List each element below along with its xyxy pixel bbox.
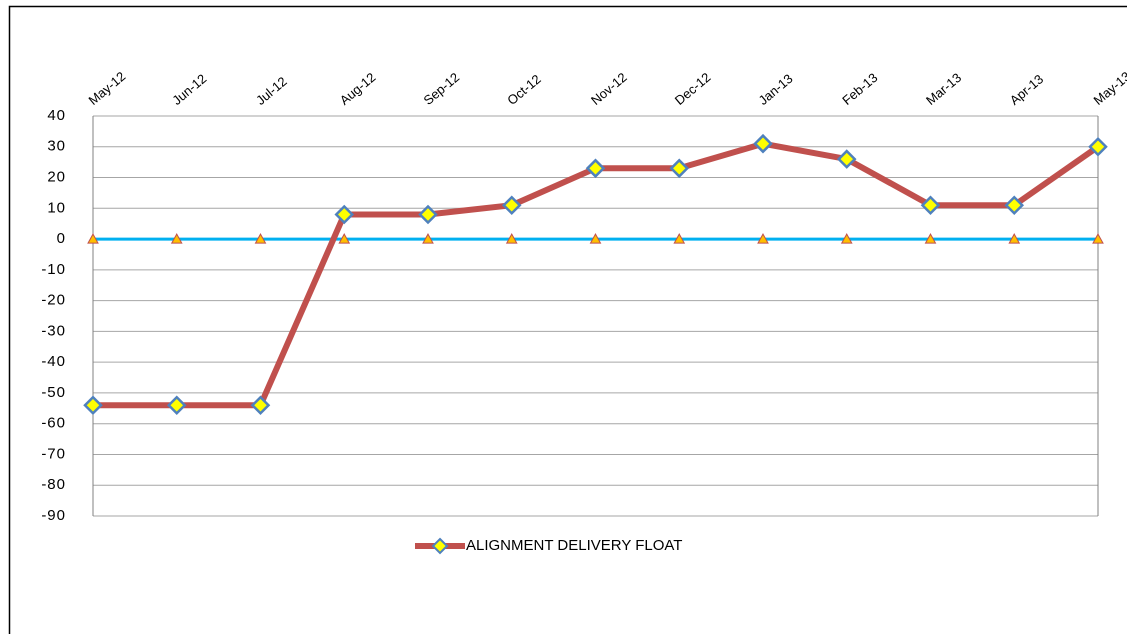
y-tick-label: -40 xyxy=(41,353,66,370)
data-point xyxy=(924,233,937,244)
data-point xyxy=(170,233,183,244)
data-point xyxy=(757,233,769,244)
data-point xyxy=(83,395,103,415)
data-point xyxy=(166,395,187,415)
data-point xyxy=(501,195,522,215)
y-tick-label: 40 xyxy=(47,107,66,124)
y-tick-label: -10 xyxy=(41,261,66,278)
data-point xyxy=(418,204,438,225)
data-point xyxy=(334,204,355,225)
data-point xyxy=(422,233,434,244)
data-point xyxy=(1004,195,1025,215)
y-tick-label: -70 xyxy=(41,445,66,462)
y-tick-label: -50 xyxy=(41,384,66,401)
data-point xyxy=(1092,233,1104,244)
y-tick-label: 10 xyxy=(47,199,66,216)
legend-label: ALIGNMENT DELIVERY FLOAT xyxy=(466,537,682,554)
data-point xyxy=(585,158,606,179)
chart-frame xyxy=(8,5,1127,634)
data-point xyxy=(836,149,857,169)
data-point xyxy=(673,233,686,244)
data-point xyxy=(753,133,773,154)
y-tick-label: -20 xyxy=(41,292,66,309)
legend-marker xyxy=(431,537,449,555)
data-point xyxy=(1088,137,1108,157)
y-tick-label: -60 xyxy=(41,415,66,432)
data-point xyxy=(338,233,351,244)
data-point xyxy=(87,233,99,244)
data-point xyxy=(920,195,941,215)
y-tick-label: -80 xyxy=(41,476,66,493)
y-tick-label: 20 xyxy=(47,169,66,186)
data-point xyxy=(250,395,271,415)
data-point xyxy=(669,158,690,179)
y-tick-label: 0 xyxy=(57,230,66,247)
data-point xyxy=(589,233,602,244)
data-point xyxy=(840,233,853,244)
y-tick-label: -90 xyxy=(41,507,66,524)
data-point xyxy=(254,233,267,244)
data-point xyxy=(505,233,518,244)
y-tick-label: -30 xyxy=(41,322,66,339)
data-point xyxy=(1008,233,1021,244)
y-tick-label: 30 xyxy=(47,138,66,155)
